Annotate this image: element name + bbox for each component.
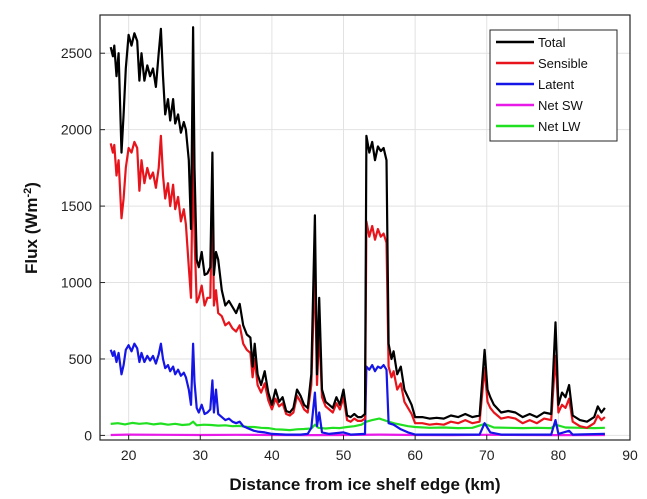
legend-label: Net SW: [538, 98, 584, 113]
y-tick-label: 2000: [61, 122, 92, 138]
series-line-sensible: [109, 134, 606, 429]
plot-frame: [99, 14, 631, 441]
x-tick-label: 70: [479, 447, 495, 463]
x-tick-label: 40: [264, 447, 280, 463]
x-axis-ticks: 20 30 40 50 60 70 80 90: [121, 435, 638, 463]
y-axis-title-superscript: -2: [22, 188, 34, 198]
series-line-latent: [109, 342, 605, 436]
y-tick-label: 1000: [61, 275, 92, 291]
legend-box: [489, 29, 618, 142]
series-line-total: [109, 26, 606, 423]
x-tick-label: 20: [121, 447, 137, 463]
y-tick-label: 1500: [61, 198, 92, 214]
x-tick-label: 90: [622, 447, 638, 463]
y-axis-title-close: ): [22, 182, 41, 188]
y-axis-title-main: Flux (Wm: [22, 197, 41, 274]
y-tick-label: 0: [84, 427, 92, 443]
legend: Total Sensible Latent Net SW Net LW: [489, 29, 618, 142]
x-axis-title: Distance from ice shelf edge (km): [229, 475, 500, 494]
y-axis-title: Flux (Wm-2): [22, 182, 41, 274]
y-tick-label: 2500: [61, 45, 92, 61]
x-tick-label: 30: [192, 447, 208, 463]
x-tick-label: 80: [551, 447, 567, 463]
legend-label: Latent: [538, 77, 575, 92]
legend-label: Total: [538, 35, 566, 50]
legend-label: Sensible: [538, 56, 588, 71]
x-tick-label: 60: [407, 447, 423, 463]
legend-label: Net LW: [538, 119, 581, 134]
y-axis-ticks: 0 500 1000 1500 2000 2500: [61, 45, 105, 443]
x-tick-label: 50: [336, 447, 352, 463]
y-tick-label: 500: [69, 351, 93, 367]
